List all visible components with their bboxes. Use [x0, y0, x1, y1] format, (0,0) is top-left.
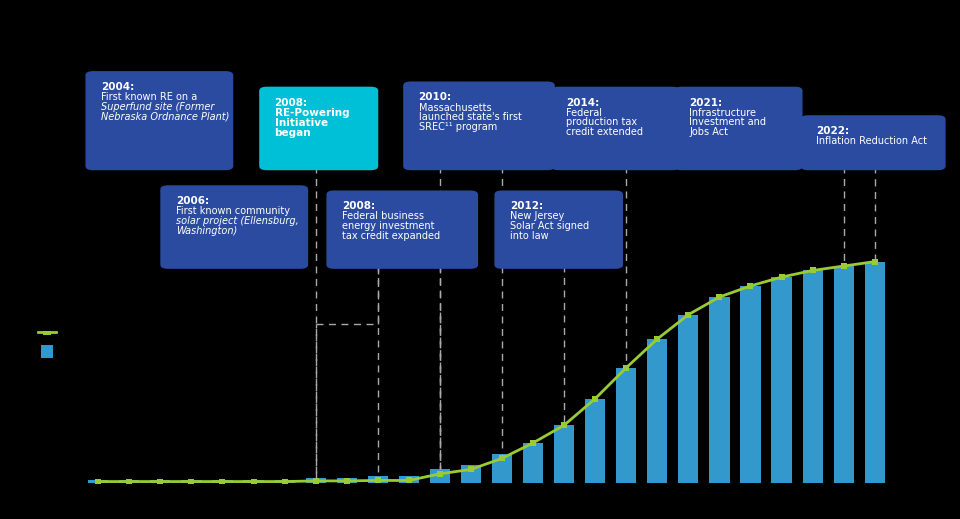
Bar	[88, 481, 108, 483]
Text: SREC¹¹ program: SREC¹¹ program	[419, 121, 497, 132]
Bar	[119, 481, 139, 483]
Text: launched state's first: launched state's first	[419, 112, 521, 122]
Text: Investment and: Investment and	[689, 117, 766, 127]
Text: First known community: First known community	[176, 207, 290, 216]
Text: Massachusetts: Massachusetts	[419, 102, 492, 113]
Bar	[585, 399, 606, 483]
Bar	[523, 443, 543, 483]
Text: 2004:: 2004:	[101, 82, 134, 92]
Text: Superfund site (Former: Superfund site (Former	[101, 102, 214, 112]
Bar	[679, 315, 699, 483]
Text: 2012:: 2012:	[510, 201, 543, 211]
Text: First known RE on a: First known RE on a	[101, 92, 197, 102]
Text: credit extended: credit extended	[566, 127, 643, 137]
Text: 2014:: 2014:	[566, 98, 600, 107]
Bar	[275, 481, 295, 483]
Text: RE-Powering: RE-Powering	[275, 107, 349, 118]
Bar	[492, 454, 512, 483]
Text: Infrastructure: Infrastructure	[689, 107, 756, 118]
Bar	[151, 481, 171, 483]
Text: Initiative: Initiative	[275, 118, 327, 128]
Text: 2006:: 2006:	[176, 196, 209, 206]
Text: into law: into law	[510, 230, 548, 241]
Text: Nebraska Ordnance Plant): Nebraska Ordnance Plant)	[101, 111, 229, 121]
Text: began: began	[275, 128, 311, 138]
Bar	[772, 277, 792, 483]
Text: 2022:: 2022:	[816, 126, 850, 136]
Bar	[305, 478, 325, 483]
Text: production tax: production tax	[566, 117, 637, 127]
Bar	[212, 481, 232, 483]
Text: Solar Act signed: Solar Act signed	[510, 221, 588, 231]
Bar	[461, 465, 481, 483]
Text: tax credit expanded: tax credit expanded	[342, 230, 440, 241]
Text: Federal: Federal	[566, 107, 603, 118]
Text: Federal business: Federal business	[342, 212, 423, 222]
Bar	[181, 481, 202, 483]
Bar	[430, 469, 450, 483]
Text: 2021:: 2021:	[689, 98, 723, 107]
Bar	[368, 476, 388, 483]
Text: New Jersey: New Jersey	[510, 212, 564, 222]
Bar	[647, 339, 667, 483]
Text: energy investment: energy investment	[342, 221, 434, 231]
Text: Jobs Act: Jobs Act	[689, 127, 729, 137]
Bar	[244, 481, 264, 483]
Bar	[554, 425, 574, 483]
Text: 2008:: 2008:	[275, 98, 308, 107]
Bar	[709, 297, 730, 483]
Bar	[337, 478, 357, 483]
Text: solar project (Ellensburg,: solar project (Ellensburg,	[176, 216, 299, 226]
Bar	[616, 368, 636, 483]
Bar	[740, 286, 760, 483]
Bar	[833, 266, 853, 483]
Text: Inflation Reduction Act: Inflation Reduction Act	[816, 136, 927, 146]
Text: 2008:: 2008:	[342, 201, 375, 211]
Bar	[803, 270, 823, 483]
Bar	[398, 476, 419, 483]
Text: Washington): Washington)	[176, 225, 237, 236]
Bar	[865, 262, 885, 483]
Text: 2010:: 2010:	[419, 92, 452, 102]
